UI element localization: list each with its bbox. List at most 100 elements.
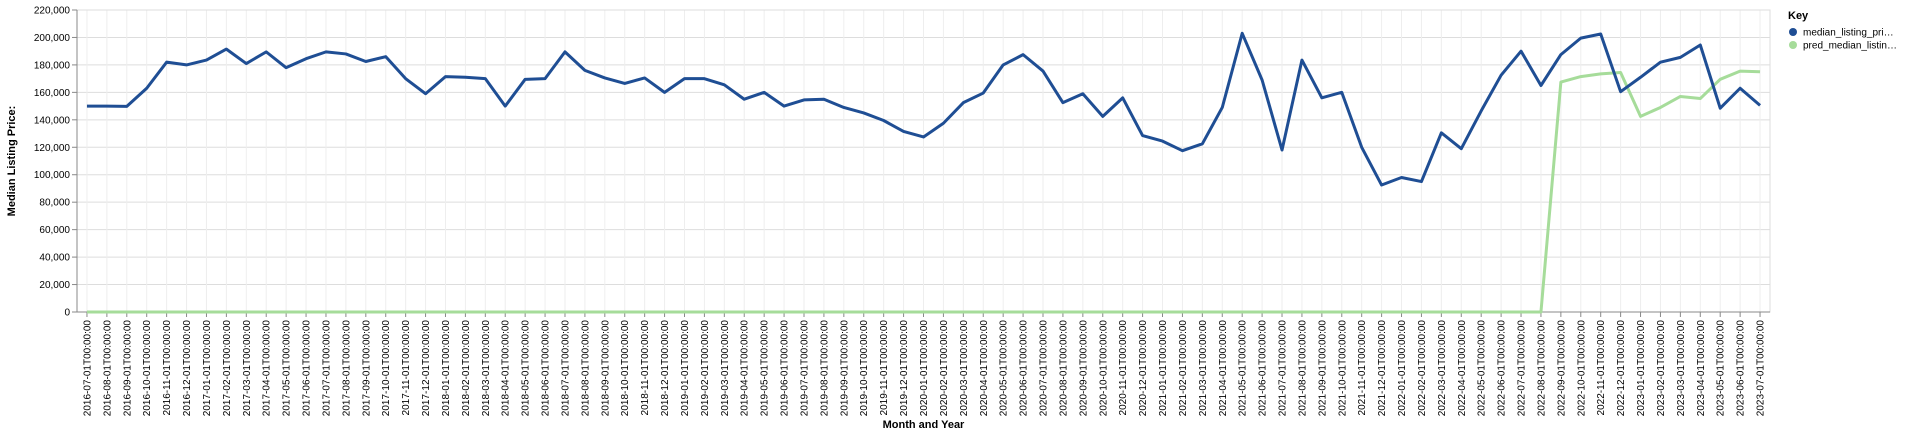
y-tick-label: 40,000 — [39, 253, 70, 264]
x-tick-label: 2021-03-01T00:00:00 — [1198, 320, 1209, 417]
x-tick-label: 2018-02-01T00:00:00 — [461, 320, 472, 417]
legend-title: Key — [1788, 10, 1809, 22]
x-tick-label: 2018-09-01T00:00:00 — [600, 320, 611, 417]
x-tick-label: 2019-06-01T00:00:00 — [780, 320, 791, 417]
y-tick-label: 60,000 — [39, 225, 70, 236]
x-tick-label: 2020-02-01T00:00:00 — [939, 320, 950, 417]
y-tick-label: 180,000 — [34, 60, 71, 71]
x-tick-label: 2022-10-01T00:00:00 — [1576, 320, 1587, 417]
x-tick-label: 2017-05-01T00:00:00 — [282, 320, 293, 417]
x-tick-label: 2017-09-01T00:00:00 — [361, 320, 372, 417]
x-tick-label: 2016-07-01T00:00:00 — [82, 320, 93, 417]
series-line-pred-median-listing — [86, 69, 1761, 314]
x-tick-label: 2023-01-01T00:00:00 — [1636, 320, 1647, 417]
x-tick-label: 2019-05-01T00:00:00 — [760, 320, 771, 417]
y-axis-title: Median Listing Price: — [6, 106, 18, 217]
x-tick-label: 2023-06-01T00:00:00 — [1736, 320, 1747, 417]
x-tick-label: 2022-11-01T00:00:00 — [1596, 320, 1607, 416]
x-tick-label: 2017-12-01T00:00:00 — [421, 320, 432, 417]
x-tick-label: 2022-04-01T00:00:00 — [1457, 320, 1468, 417]
x-tick-label: 2022-12-01T00:00:00 — [1616, 320, 1627, 417]
x-tick-label: 2022-09-01T00:00:00 — [1556, 320, 1567, 417]
y-tick-label: 20,000 — [39, 280, 70, 291]
y-tick-label: 200,000 — [34, 33, 71, 44]
x-tick-label: 2016-08-01T00:00:00 — [102, 320, 113, 417]
x-tick-label: 2022-03-01T00:00:00 — [1437, 320, 1448, 417]
x-tick-label: 2018-05-01T00:00:00 — [521, 320, 532, 417]
x-tick-label: 2019-08-01T00:00:00 — [819, 320, 830, 417]
x-tick-label: 2018-10-01T00:00:00 — [620, 320, 631, 417]
x-tick-label: 2021-05-01T00:00:00 — [1238, 320, 1249, 417]
y-tick-label: 0 — [64, 308, 70, 319]
series-lines — [86, 31, 1762, 314]
x-tick-label: 2020-08-01T00:00:00 — [1058, 320, 1069, 417]
x-tick-label: 2022-08-01T00:00:00 — [1536, 320, 1547, 417]
x-tick-label: 2020-09-01T00:00:00 — [1078, 320, 1089, 417]
x-tick-label: 2017-02-01T00:00:00 — [222, 320, 233, 417]
x-tick-label: 2018-07-01T00:00:00 — [560, 320, 571, 417]
x-tick-label: 2020-11-01T00:00:00 — [1118, 320, 1129, 416]
legend: Key median_listing_pri… pred_median_listi… — [1788, 10, 1897, 52]
x-tick-label: 2019-10-01T00:00:00 — [859, 320, 870, 417]
x-tick-label: 2017-03-01T00:00:00 — [242, 320, 253, 417]
x-tick-label: 2017-08-01T00:00:00 — [341, 320, 352, 417]
y-tick-label: 80,000 — [39, 198, 70, 209]
x-tick-label: 2017-07-01T00:00:00 — [321, 320, 332, 417]
x-tick-label: 2020-07-01T00:00:00 — [1039, 320, 1050, 417]
x-axis-title: Month and Year — [883, 419, 965, 431]
y-tick-label: 100,000 — [34, 170, 71, 181]
x-tick-label: 2022-05-01T00:00:00 — [1477, 320, 1488, 417]
x-tick-label: 2022-02-01T00:00:00 — [1417, 320, 1428, 417]
x-tick-label: 2022-01-01T00:00:00 — [1397, 320, 1408, 417]
x-tick-label: 2021-01-01T00:00:00 — [1158, 320, 1169, 417]
x-tick-label: 2023-02-01T00:00:00 — [1656, 320, 1667, 417]
x-tick-label: 2020-03-01T00:00:00 — [959, 320, 970, 417]
x-tick-label: 2023-03-01T00:00:00 — [1676, 320, 1687, 417]
x-tick-label: 2020-10-01T00:00:00 — [1098, 320, 1109, 417]
x-tick-label: 2022-07-01T00:00:00 — [1517, 320, 1528, 417]
x-tick-label: 2018-06-01T00:00:00 — [541, 320, 552, 417]
series-line-median-listing-price — [86, 31, 1762, 187]
x-tick-label: 2016-09-01T00:00:00 — [122, 320, 133, 417]
x-axis: 2016-07-01T00:00:00 2016-08-01T00:00:00 20… — [82, 312, 1767, 417]
x-tick-label: 2018-08-01T00:00:00 — [580, 320, 591, 417]
x-tick-label: 2022-06-01T00:00:00 — [1497, 320, 1508, 417]
x-tick-label: 2016-10-01T00:00:00 — [142, 320, 153, 417]
x-tick-label: 2020-01-01T00:00:00 — [919, 320, 930, 417]
x-tick-label: 2021-09-01T00:00:00 — [1317, 320, 1328, 417]
x-tick-label: 2021-07-01T00:00:00 — [1278, 320, 1289, 417]
x-tick-label: 2019-09-01T00:00:00 — [839, 320, 850, 417]
x-tick-label: 2021-11-01T00:00:00 — [1357, 320, 1368, 416]
legend-label: median_listing_pri… — [1803, 28, 1894, 39]
y-tick-label: 140,000 — [34, 115, 71, 126]
x-tick-label: 2018-01-01T00:00:00 — [441, 320, 452, 417]
x-tick-label: 2018-11-01T00:00:00 — [640, 320, 651, 416]
x-tick-label: 2019-03-01T00:00:00 — [720, 320, 731, 417]
x-tick-label: 2016-11-01T00:00:00 — [162, 320, 173, 416]
x-tick-label: 2020-04-01T00:00:00 — [979, 320, 990, 417]
x-tick-label: 2020-05-01T00:00:00 — [999, 320, 1010, 417]
y-tick-label: 120,000 — [34, 143, 71, 154]
x-tick-label: 2019-01-01T00:00:00 — [680, 320, 691, 417]
legend-label: pred_median_listin… — [1803, 41, 1897, 52]
x-tick-label: 2019-11-01T00:00:00 — [879, 320, 890, 416]
x-tick-label: 2023-07-01T00:00:00 — [1756, 320, 1767, 417]
x-tick-label: 2021-02-01T00:00:00 — [1178, 320, 1189, 417]
x-tick-label: 2017-10-01T00:00:00 — [381, 320, 392, 417]
x-tick-label: 2023-05-01T00:00:00 — [1716, 320, 1727, 417]
x-tick-label: 2019-07-01T00:00:00 — [799, 320, 810, 417]
x-tick-label: 2021-08-01T00:00:00 — [1297, 320, 1308, 417]
x-tick-label: 2020-06-01T00:00:00 — [1019, 320, 1030, 417]
legend-swatch — [1789, 28, 1797, 36]
x-tick-label: 2023-04-01T00:00:00 — [1696, 320, 1707, 417]
x-tick-label: 2016-12-01T00:00:00 — [182, 320, 193, 417]
y-tick-label: 160,000 — [34, 88, 71, 99]
x-tick-label: 2019-02-01T00:00:00 — [700, 320, 711, 417]
x-tick-label: 2021-10-01T00:00:00 — [1337, 320, 1348, 417]
x-tick-label: 2019-12-01T00:00:00 — [899, 320, 910, 417]
legend-swatch — [1789, 41, 1797, 49]
x-tick-label: 2017-11-01T00:00:00 — [401, 320, 412, 416]
x-tick-label: 2020-12-01T00:00:00 — [1138, 320, 1149, 417]
y-axis: 0 20,000 40,000 60,000 80,000 100,000 120,000 1… — [34, 6, 77, 319]
